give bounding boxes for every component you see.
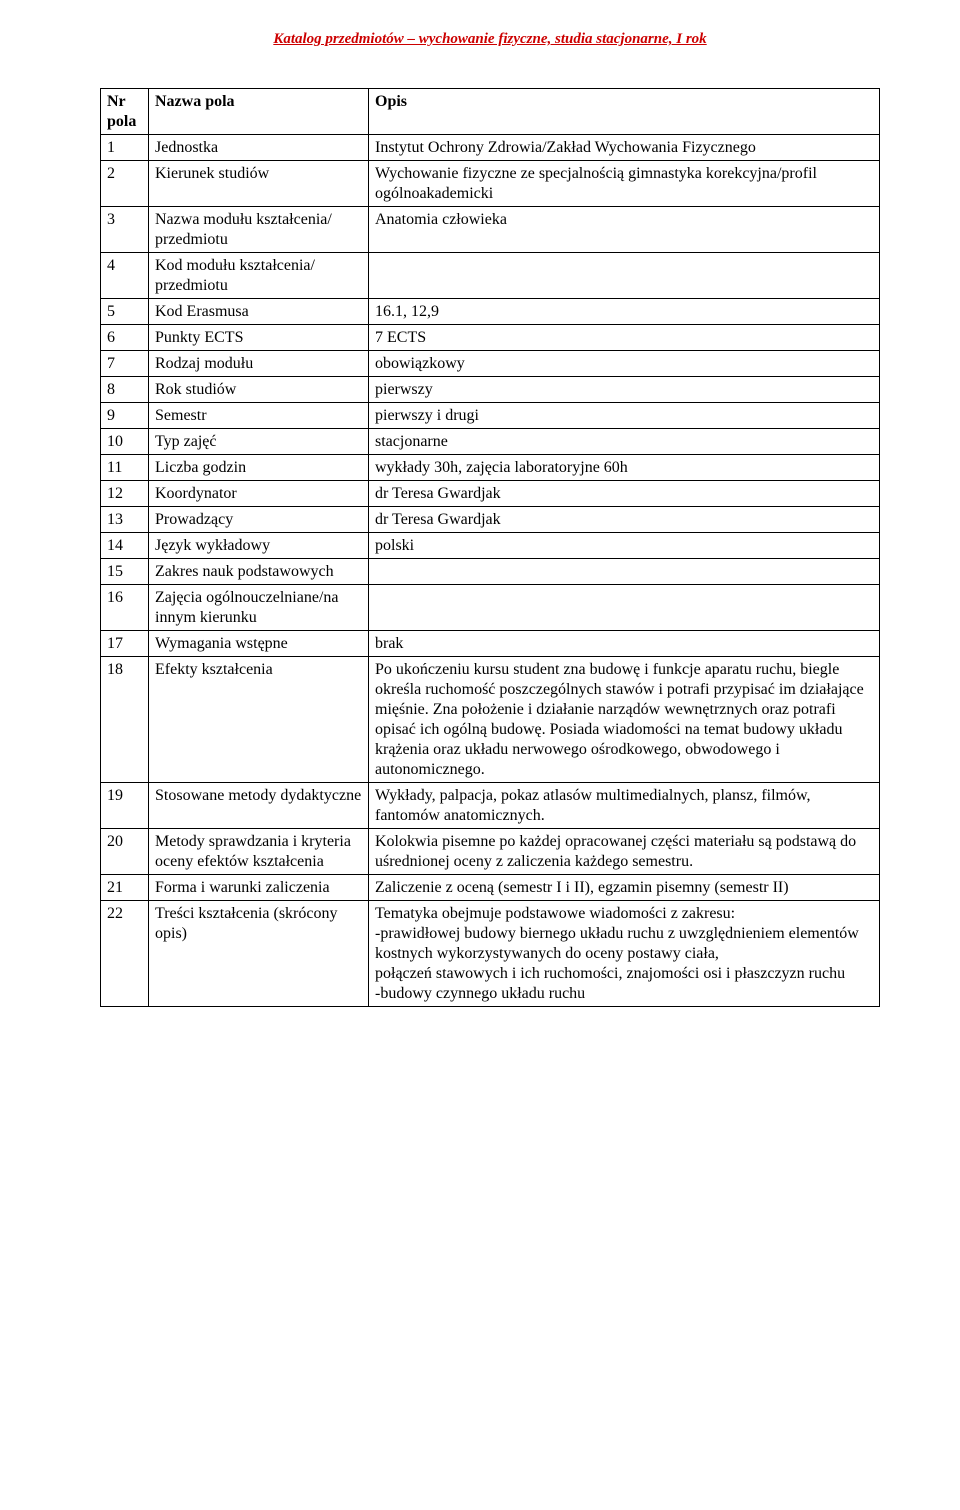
cell-nr: 9 (101, 403, 149, 429)
table-row: 11Liczba godzinwykłady 30h, zajęcia labo… (101, 455, 880, 481)
table-row: 2Kierunek studiówWychowanie fizyczne ze … (101, 161, 880, 207)
cell-label: Semestr (149, 403, 369, 429)
cell-nr: 13 (101, 507, 149, 533)
cell-label: Prowadzący (149, 507, 369, 533)
cell-nr: 20 (101, 829, 149, 875)
cell-nr: 11 (101, 455, 149, 481)
cell-label: Stosowane metody dydaktyczne (149, 783, 369, 829)
table-row: 18Efekty kształceniaPo ukończeniu kursu … (101, 657, 880, 783)
cell-nr: 19 (101, 783, 149, 829)
cell-value: stacjonarne (369, 429, 880, 455)
cell-value: Po ukończeniu kursu student zna budowę i… (369, 657, 880, 783)
cell-nr: 12 (101, 481, 149, 507)
table-row: 4Kod modułu kształcenia/ przedmiotu (101, 253, 880, 299)
table-row: 7Rodzaj modułuobowiązkowy (101, 351, 880, 377)
cell-nr: 21 (101, 875, 149, 901)
cell-nr: 3 (101, 207, 149, 253)
cell-nr: 6 (101, 325, 149, 351)
cell-value (369, 253, 880, 299)
cell-value: brak (369, 631, 880, 657)
cell-nr: 17 (101, 631, 149, 657)
table-row: 1JednostkaInstytut Ochrony Zdrowia/Zakła… (101, 135, 880, 161)
col-header-nr: Nr pola (101, 89, 149, 135)
table-row: 10Typ zajęćstacjonarne (101, 429, 880, 455)
cell-value: dr Teresa Gwardjak (369, 507, 880, 533)
cell-label: Kierunek studiów (149, 161, 369, 207)
table-row: 21Forma i warunki zaliczeniaZaliczenie z… (101, 875, 880, 901)
cell-label: Jednostka (149, 135, 369, 161)
col-header-nazwa: Nazwa pola (149, 89, 369, 135)
cell-label: Rok studiów (149, 377, 369, 403)
table-row: 19Stosowane metody dydaktyczneWykłady, p… (101, 783, 880, 829)
cell-nr: 5 (101, 299, 149, 325)
cell-label: Zajęcia ogólnouczelniane/na innym kierun… (149, 585, 369, 631)
cell-label: Efekty kształcenia (149, 657, 369, 783)
cell-value: polski (369, 533, 880, 559)
cell-label: Wymagania wstępne (149, 631, 369, 657)
cell-value: Wykłady, palpacja, pokaz atlasów multime… (369, 783, 880, 829)
cell-label: Język wykładowy (149, 533, 369, 559)
course-table: Nr polaNazwa polaOpis1JednostkaInstytut … (100, 88, 880, 1007)
table-row: 3Nazwa modułu kształcenia/ przedmiotuAna… (101, 207, 880, 253)
cell-nr: 15 (101, 559, 149, 585)
table-row: 20Metody sprawdzania i kryteriaoceny efe… (101, 829, 880, 875)
cell-value: Wychowanie fizyczne ze specjalnością gim… (369, 161, 880, 207)
cell-label: Forma i warunki zaliczenia (149, 875, 369, 901)
cell-nr: 10 (101, 429, 149, 455)
table-row: 6Punkty ECTS7 ECTS (101, 325, 880, 351)
cell-label: Koordynator (149, 481, 369, 507)
cell-nr: 18 (101, 657, 149, 783)
table-row: 9Semestrpierwszy i drugi (101, 403, 880, 429)
cell-label: Kod modułu kształcenia/ przedmiotu (149, 253, 369, 299)
cell-nr: 22 (101, 901, 149, 1007)
cell-value: Tematyka obejmuje podstawowe wiadomości … (369, 901, 880, 1007)
table-row: 13Prowadzącydr Teresa Gwardjak (101, 507, 880, 533)
cell-value: pierwszy (369, 377, 880, 403)
cell-nr: 8 (101, 377, 149, 403)
table-row: 8Rok studiówpierwszy (101, 377, 880, 403)
cell-value: 7 ECTS (369, 325, 880, 351)
cell-value: 16.1, 12,9 (369, 299, 880, 325)
cell-value: Zaliczenie z oceną (semestr I i II), egz… (369, 875, 880, 901)
table-row: 15Zakres nauk podstawowych (101, 559, 880, 585)
header-text: Katalog przedmiotów – wychowanie fizyczn… (273, 31, 706, 47)
cell-nr: 16 (101, 585, 149, 631)
cell-value: Kolokwia pisemne po każdej opracowanej c… (369, 829, 880, 875)
table-row: 14Język wykładowypolski (101, 533, 880, 559)
cell-nr: 2 (101, 161, 149, 207)
cell-value: Anatomia człowieka (369, 207, 880, 253)
table-row: 16Zajęcia ogólnouczelniane/na innym kier… (101, 585, 880, 631)
cell-nr: 1 (101, 135, 149, 161)
table-row: 17Wymagania wstępnebrak (101, 631, 880, 657)
cell-value (369, 559, 880, 585)
cell-label: Rodzaj modułu (149, 351, 369, 377)
cell-label: Typ zajęć (149, 429, 369, 455)
cell-value: dr Teresa Gwardjak (369, 481, 880, 507)
cell-value: obowiązkowy (369, 351, 880, 377)
page: Katalog przedmiotów – wychowanie fizyczn… (0, 0, 960, 1047)
cell-label: Treści kształcenia (skrócony opis) (149, 901, 369, 1007)
document-header: Katalog przedmiotów – wychowanie fizyczn… (100, 30, 880, 48)
cell-label: Nazwa modułu kształcenia/ przedmiotu (149, 207, 369, 253)
cell-nr: 4 (101, 253, 149, 299)
col-header-opis: Opis (369, 89, 880, 135)
table-header-row: Nr polaNazwa polaOpis (101, 89, 880, 135)
cell-label: Zakres nauk podstawowych (149, 559, 369, 585)
table-row: 22Treści kształcenia (skrócony opis)Tema… (101, 901, 880, 1007)
cell-label: Kod Erasmusa (149, 299, 369, 325)
cell-value: wykłady 30h, zajęcia laboratoryjne 60h (369, 455, 880, 481)
table-row: 5Kod Erasmusa16.1, 12,9 (101, 299, 880, 325)
cell-value: Instytut Ochrony Zdrowia/Zakład Wychowan… (369, 135, 880, 161)
cell-nr: 7 (101, 351, 149, 377)
cell-label: Liczba godzin (149, 455, 369, 481)
cell-value: pierwszy i drugi (369, 403, 880, 429)
table-row: 12Koordynatordr Teresa Gwardjak (101, 481, 880, 507)
cell-nr: 14 (101, 533, 149, 559)
cell-label: Punkty ECTS (149, 325, 369, 351)
cell-label: Metody sprawdzania i kryteriaoceny efekt… (149, 829, 369, 875)
table-body: Nr polaNazwa polaOpis1JednostkaInstytut … (101, 89, 880, 1007)
cell-value (369, 585, 880, 631)
